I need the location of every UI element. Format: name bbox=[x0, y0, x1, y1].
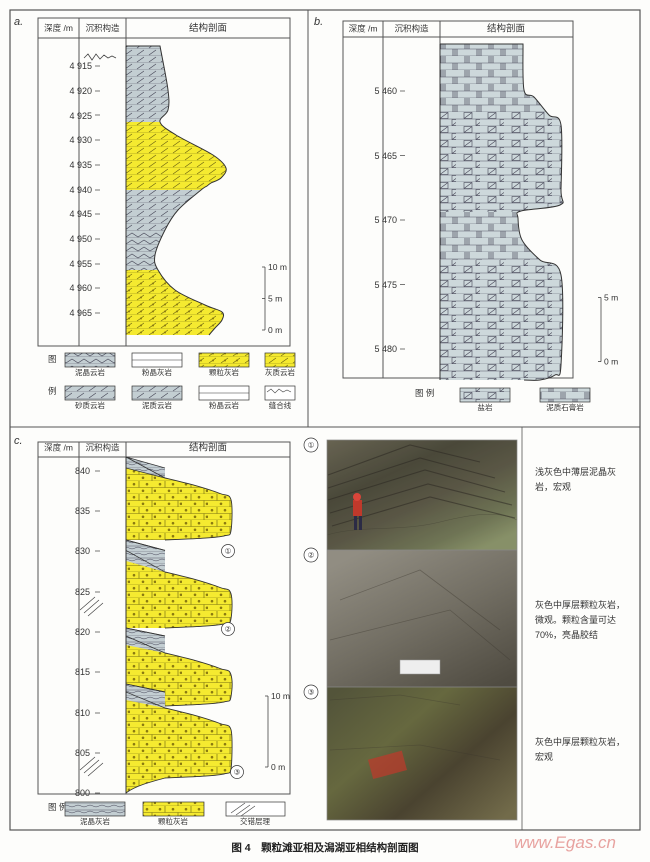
svg-text:①: ① bbox=[225, 547, 232, 556]
svg-text:c.: c. bbox=[14, 435, 23, 447]
svg-text:70%，亮晶胶结: 70%，亮晶胶结 bbox=[535, 629, 598, 640]
svg-text:灰质云岩: 灰质云岩 bbox=[265, 367, 295, 377]
svg-text:0 m: 0 m bbox=[604, 357, 618, 367]
svg-text:图 例: 图 例 bbox=[48, 802, 67, 812]
svg-text:深度 /m: 深度 /m bbox=[44, 443, 73, 453]
svg-text:结构剖面: 结构剖面 bbox=[189, 442, 227, 454]
svg-text:结构剖面: 结构剖面 bbox=[487, 23, 525, 35]
svg-text:5 m: 5 m bbox=[268, 294, 282, 304]
svg-text:③: ③ bbox=[234, 768, 241, 777]
svg-text:835: 835 bbox=[75, 506, 90, 516]
svg-text:805: 805 bbox=[75, 748, 90, 758]
svg-text:5 465: 5 465 bbox=[374, 151, 397, 161]
svg-text:4 925: 4 925 bbox=[69, 111, 92, 121]
svg-text:沉积构造: 沉积构造 bbox=[85, 23, 120, 33]
svg-text:深度 /m: 深度 /m bbox=[44, 23, 73, 33]
svg-text:5 460: 5 460 bbox=[374, 86, 397, 96]
svg-text:图 4 颗粒滩亚相及潟湖亚相结构剖面图: 图 4 颗粒滩亚相及潟湖亚相结构剖面图 bbox=[231, 841, 418, 854]
svg-text:例: 例 bbox=[48, 386, 57, 396]
svg-text:5 480: 5 480 bbox=[374, 344, 397, 354]
svg-text:颗粒灰岩: 颗粒灰岩 bbox=[209, 367, 239, 377]
svg-text:浅灰色中薄层泥晶灰: 浅灰色中薄层泥晶灰 bbox=[535, 466, 616, 477]
svg-text:0 m: 0 m bbox=[268, 325, 282, 335]
svg-text:10 m: 10 m bbox=[271, 691, 290, 701]
svg-text:4 930: 4 930 bbox=[69, 135, 92, 145]
svg-text:结构剖面: 结构剖面 bbox=[189, 22, 227, 34]
svg-text:0 m: 0 m bbox=[271, 762, 285, 772]
svg-text:岩，宏观: 岩，宏观 bbox=[535, 481, 571, 492]
svg-text:810: 810 bbox=[75, 708, 90, 718]
svg-text:交错层理: 交错层理 bbox=[240, 816, 270, 826]
svg-text:4 955: 4 955 bbox=[69, 259, 92, 269]
svg-text:砂质云岩: 砂质云岩 bbox=[75, 400, 105, 410]
svg-text:颗粒灰岩: 颗粒灰岩 bbox=[158, 816, 188, 826]
svg-text:盐岩: 盐岩 bbox=[478, 402, 493, 412]
svg-text:灰色中厚层颗粒灰岩，: 灰色中厚层颗粒灰岩， bbox=[535, 736, 625, 747]
svg-text:4 965: 4 965 bbox=[69, 308, 92, 318]
svg-text:5 470: 5 470 bbox=[374, 215, 397, 225]
svg-text:③: ③ bbox=[308, 688, 315, 697]
svg-text:泥质云岩: 泥质云岩 bbox=[142, 400, 172, 410]
svg-text:灰色中厚层颗粒灰岩，: 灰色中厚层颗粒灰岩， bbox=[535, 599, 625, 610]
svg-text:825: 825 bbox=[75, 587, 90, 597]
svg-text:②: ② bbox=[225, 625, 232, 634]
svg-text:缝合线: 缝合线 bbox=[269, 400, 292, 410]
svg-text:沉积构造: 沉积构造 bbox=[394, 24, 429, 34]
svg-text:①: ① bbox=[308, 441, 315, 450]
svg-text:4 920: 4 920 bbox=[69, 86, 92, 96]
svg-text:4 960: 4 960 bbox=[69, 283, 92, 293]
svg-text:深度 /m: 深度 /m bbox=[349, 24, 378, 34]
svg-text:10 m: 10 m bbox=[268, 262, 287, 272]
svg-text:微观。颗粒含量可达: 微观。颗粒含量可达 bbox=[535, 614, 616, 625]
svg-text:泥晶灰岩: 泥晶灰岩 bbox=[80, 816, 110, 826]
svg-text:a.: a. bbox=[14, 16, 23, 28]
svg-text:粉晶灰岩: 粉晶灰岩 bbox=[142, 367, 172, 377]
svg-text:4 915: 4 915 bbox=[69, 61, 92, 71]
svg-text:图 例: 图 例 bbox=[415, 388, 434, 398]
svg-text:粉晶云岩: 粉晶云岩 bbox=[209, 400, 239, 410]
svg-text:图: 图 bbox=[48, 354, 57, 364]
svg-text:4 945: 4 945 bbox=[69, 209, 92, 219]
svg-text:5 m: 5 m bbox=[604, 293, 618, 303]
svg-text:b.: b. bbox=[314, 16, 323, 28]
svg-text:宏观: 宏观 bbox=[535, 751, 553, 762]
svg-text:5 475: 5 475 bbox=[374, 280, 397, 290]
svg-text:泥质石膏岩: 泥质石膏岩 bbox=[546, 402, 584, 412]
svg-text:4 935: 4 935 bbox=[69, 160, 92, 170]
svg-text:沉积构造: 沉积构造 bbox=[85, 443, 120, 453]
svg-text:820: 820 bbox=[75, 627, 90, 637]
svg-text:泥晶云岩: 泥晶云岩 bbox=[75, 367, 105, 377]
svg-text:②: ② bbox=[308, 551, 315, 560]
svg-text:815: 815 bbox=[75, 667, 90, 677]
svg-text:830: 830 bbox=[75, 546, 90, 556]
svg-text:800: 800 bbox=[75, 788, 90, 798]
svg-text:4 950: 4 950 bbox=[69, 234, 92, 244]
svg-text:840: 840 bbox=[75, 466, 90, 476]
svg-text:4 940: 4 940 bbox=[69, 185, 92, 195]
svg-text:www.Egas.cn: www.Egas.cn bbox=[514, 833, 616, 852]
